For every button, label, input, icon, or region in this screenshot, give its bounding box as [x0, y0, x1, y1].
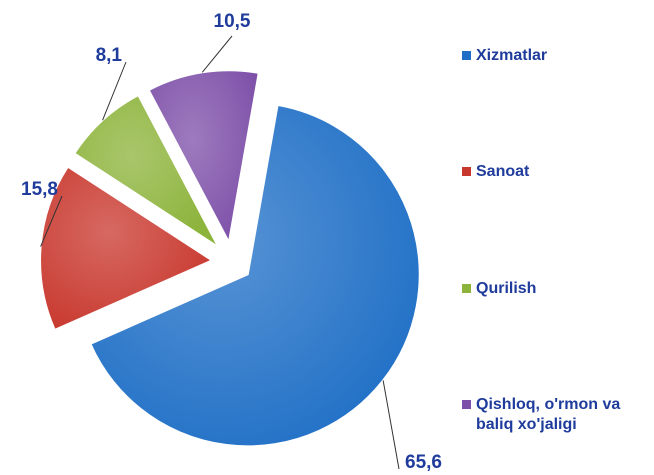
leader-line: [102, 61, 127, 121]
pie-slice: [39, 165, 215, 332]
legend-swatch: [462, 400, 471, 409]
legend-label: Qurilish: [476, 280, 537, 297]
data-label: 10,5: [214, 11, 251, 32]
pie-slice: [147, 69, 260, 246]
legend-label: Sanoat: [476, 163, 530, 180]
data-label: 8,1: [96, 45, 123, 66]
leader-line: [40, 195, 63, 247]
legend-label: Xizmatlar: [476, 47, 548, 64]
data-label: 65,6: [405, 452, 442, 473]
legend-label: Qishloq, o'rmon va baliq xo'jaligi: [476, 396, 621, 433]
legend-entry: Sanoat: [462, 162, 652, 182]
legend-swatch: [462, 167, 471, 176]
pie-slice: [72, 93, 222, 251]
leader-line: [201, 35, 233, 73]
legend-entry: Xizmatlar: [462, 46, 652, 66]
legend-swatch: [462, 51, 471, 60]
legend-swatch: [462, 284, 471, 293]
leader-line: [382, 380, 400, 470]
legend-entry: Qurilish: [462, 279, 652, 299]
legend-entry: Qishloq, o'rmon va baliq xo'jaligi: [462, 395, 652, 435]
data-label: 15,8: [21, 179, 58, 200]
pie-slice: [89, 103, 421, 448]
